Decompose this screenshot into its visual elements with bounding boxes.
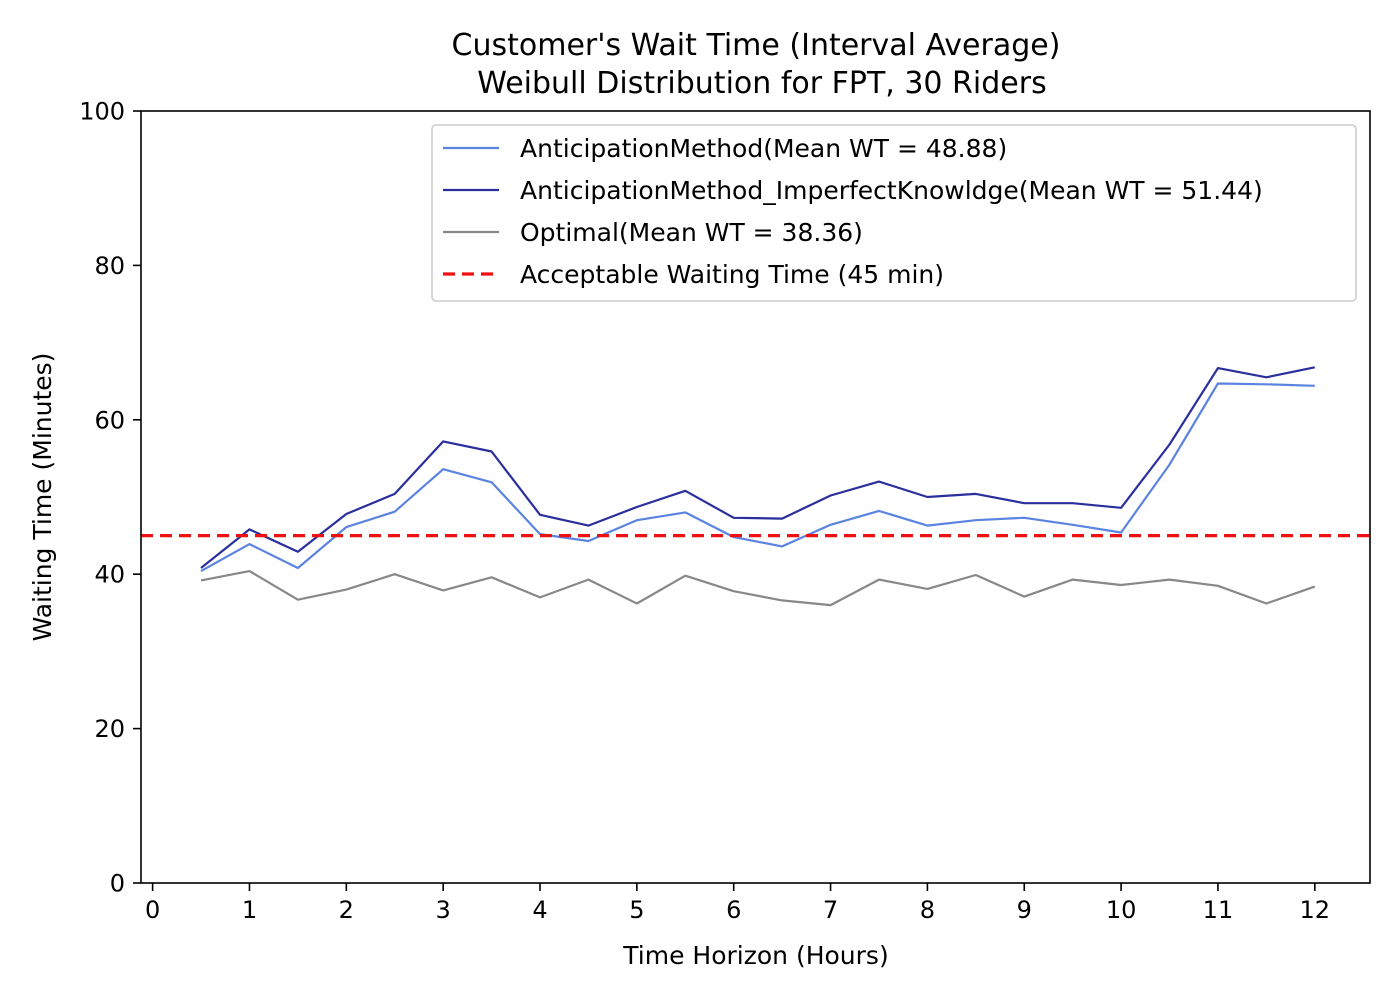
plot-data-layer — [141, 366, 1370, 607]
y-tick-label: 40 — [94, 561, 125, 589]
y-axis-label: Waiting Time (Minutes) — [28, 353, 57, 642]
plot-area-frame — [140, 110, 1371, 884]
x-tick-label: 3 — [436, 896, 451, 924]
x-tick-label: 9 — [1017, 896, 1032, 924]
x-tick-label: 5 — [629, 896, 644, 924]
x-tick-label: 8 — [920, 896, 935, 924]
x-tick-label: 1 — [242, 896, 257, 924]
x-tick-label: 6 — [726, 896, 741, 924]
x-tick-label: 12 — [1300, 896, 1331, 924]
x-tick-label: 11 — [1203, 896, 1234, 924]
x-tick-label: 7 — [823, 896, 838, 924]
series-line-2 — [200, 366, 1316, 569]
y-tick-label: 100 — [79, 98, 125, 126]
legend-label: AnticipationMethod(Mean WT = 48.88) — [520, 134, 1007, 163]
y-tick-label: 80 — [94, 252, 125, 280]
chart-subtitle: Weibull Distribution for FPT, 30 Riders — [477, 66, 1046, 101]
legend-label: Acceptable Waiting Time (45 min) — [520, 260, 944, 289]
x-tick-label: 2 — [339, 896, 354, 924]
legend-label: Optimal(Mean WT = 38.36) — [520, 218, 863, 247]
y-tick-label: 0 — [110, 870, 125, 898]
legend-label: AnticipationMethod_ImperfectKnowldge(Mea… — [520, 176, 1263, 205]
x-tick-label: 0 — [145, 896, 160, 924]
series-line-1 — [200, 382, 1315, 573]
x-tick-label: 4 — [532, 896, 547, 924]
legend: AnticipationMethod(Mean WT = 48.88) Antic… — [431, 124, 1357, 302]
x-tick-label: 10 — [1106, 896, 1137, 924]
x-axis-label: Time Horizon (Hours) — [622, 941, 888, 970]
y-tick-label: 60 — [94, 406, 125, 434]
series-line-3 — [200, 569, 1316, 607]
chart-title: Customer's Wait Time (Interval Average) — [452, 28, 1061, 63]
y-tick-label: 20 — [94, 715, 125, 743]
legend-box — [431, 124, 1357, 302]
